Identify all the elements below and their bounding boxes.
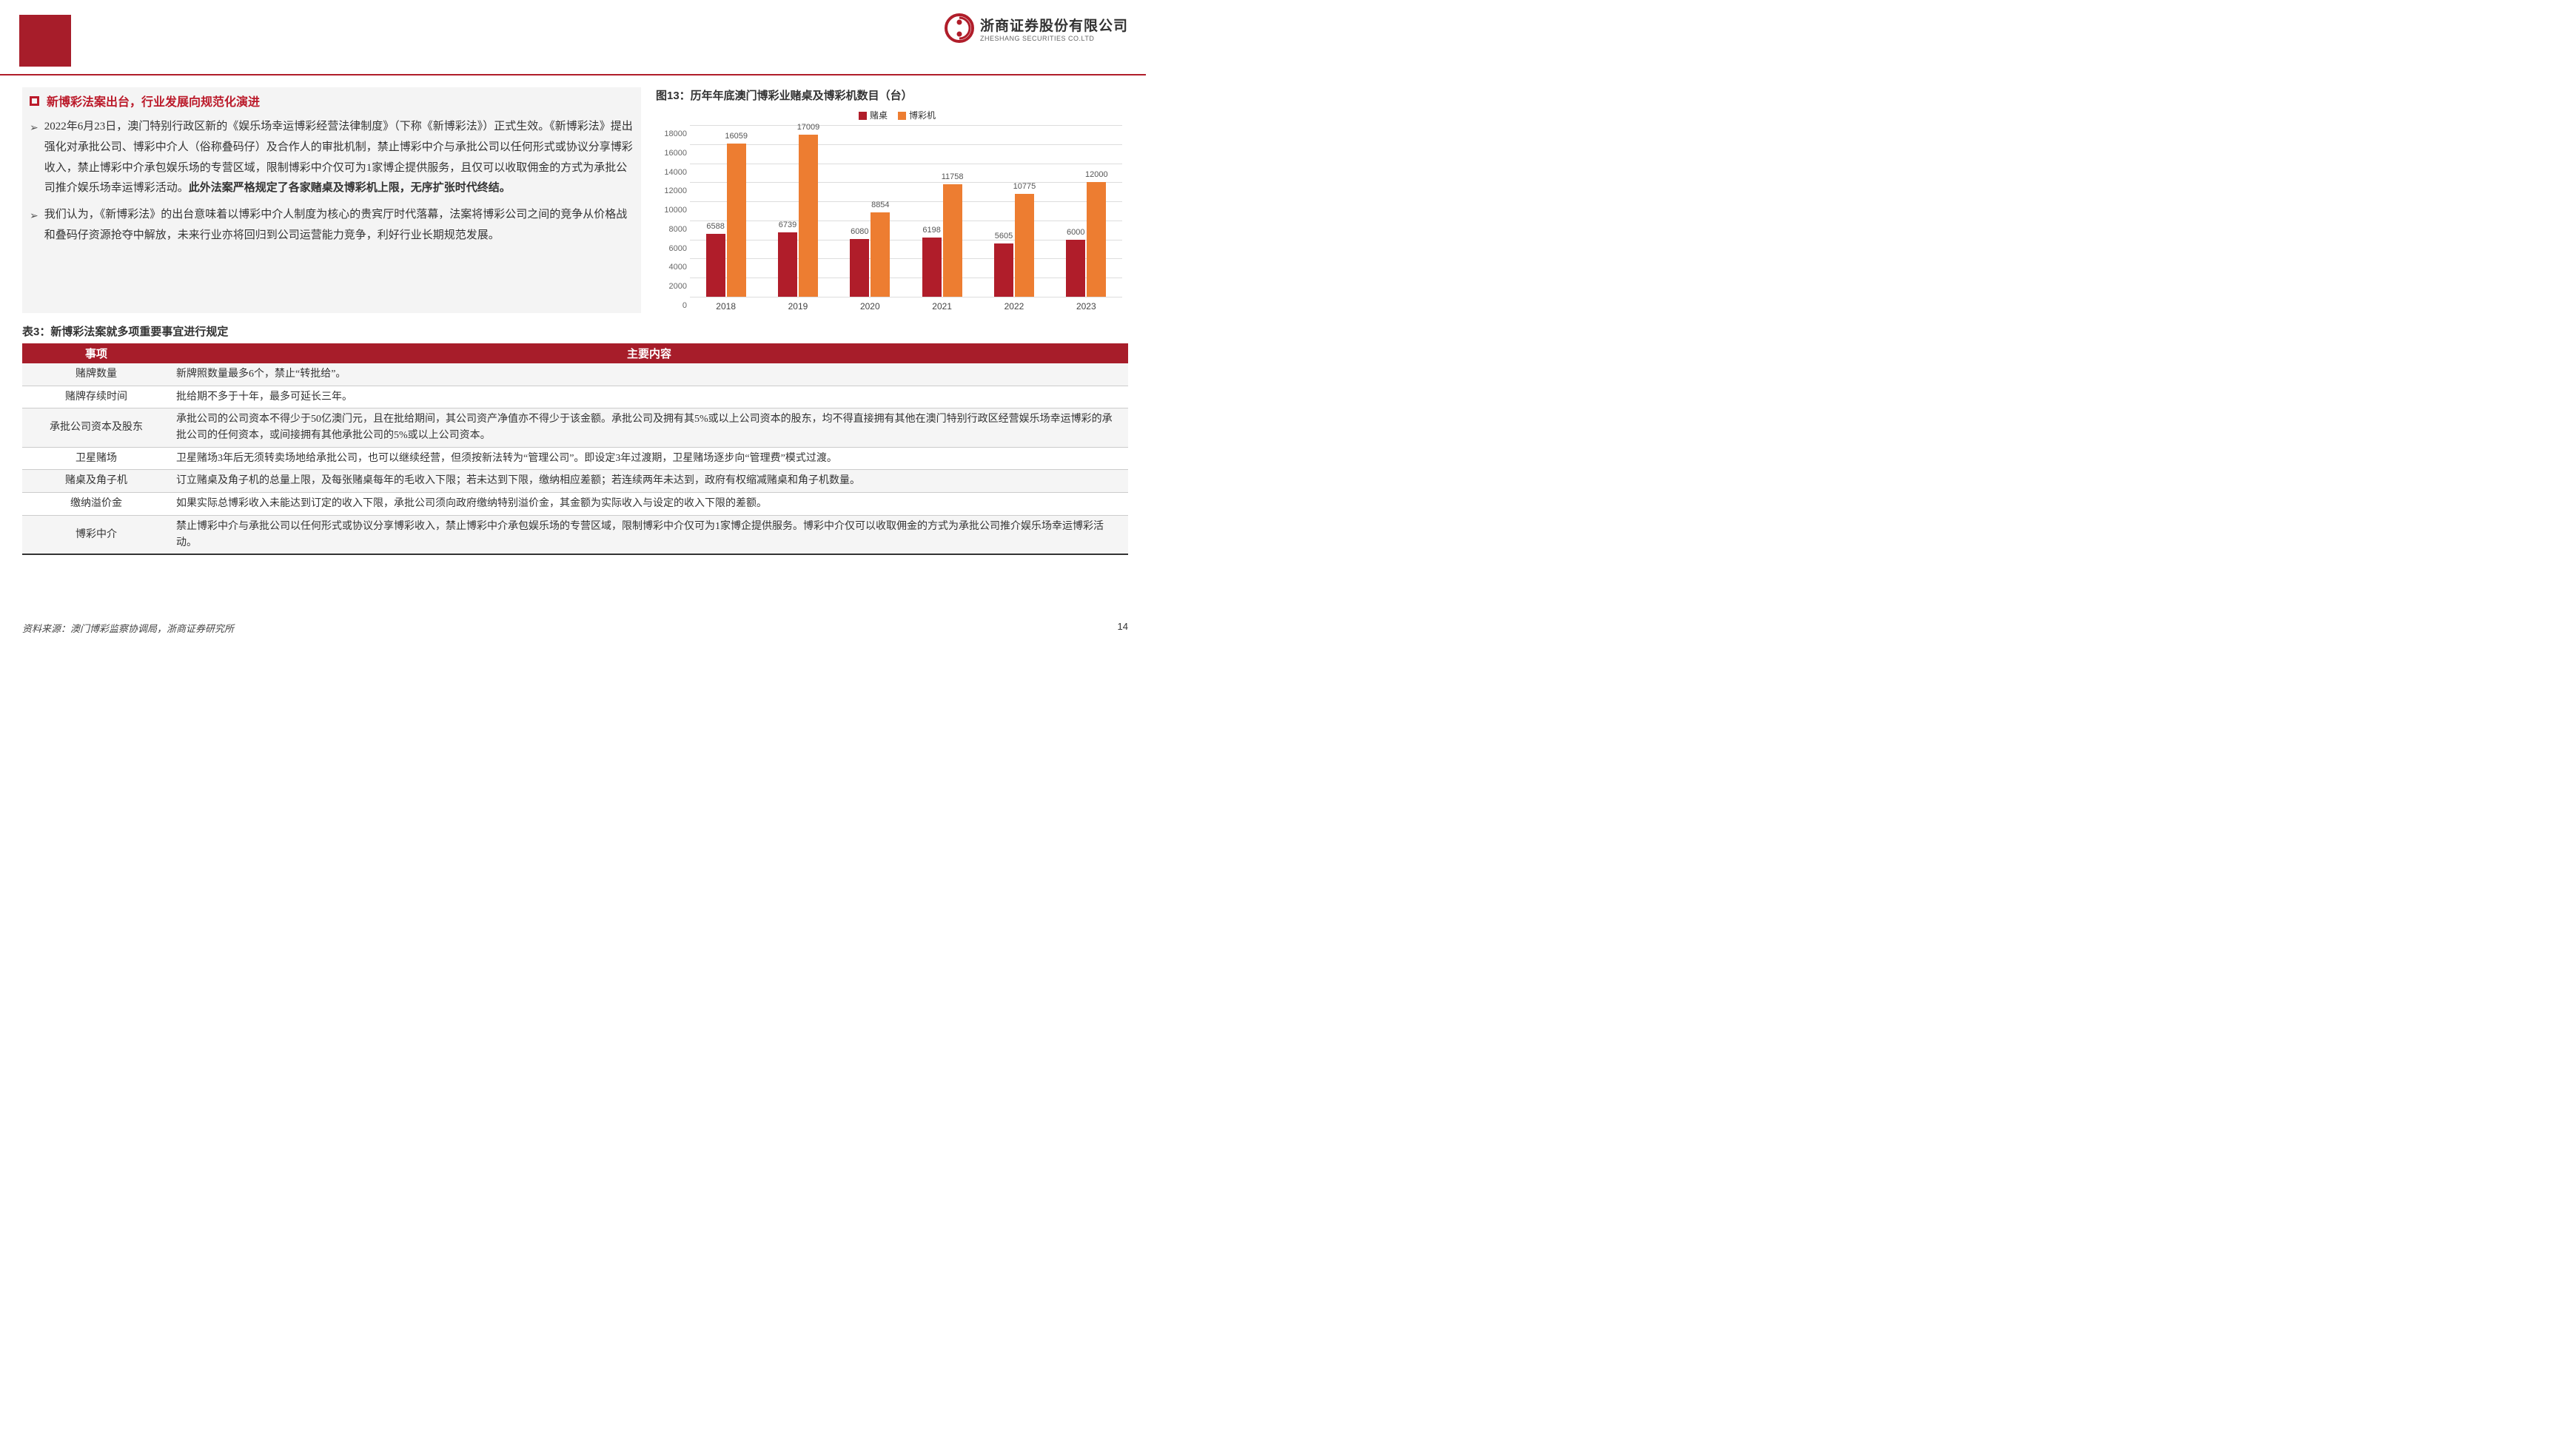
cell-content: 批给期不多于十年，最多可延长三年。 bbox=[170, 386, 1128, 408]
bar-tables: 5605 bbox=[994, 243, 1013, 297]
table-row: 赌桌及角子机订立赌桌及角子机的总量上限，及每张赌桌每年的毛收入下限；若未达到下限… bbox=[22, 470, 1128, 493]
x-label: 2022 bbox=[1004, 301, 1024, 312]
x-label: 2023 bbox=[1076, 301, 1096, 312]
table-row: 卫星赌场卫星赌场3年后无须转卖场地给承批公司，也可以继续经营，但须按新法转为“管… bbox=[22, 447, 1128, 470]
para2-text: 我们认为，《新博彩法》的出台意味着以博彩中介人制度为核心的贵宾厅时代落幕，法案将… bbox=[44, 205, 634, 246]
cell-item: 赌牌数量 bbox=[22, 363, 170, 386]
header-separator bbox=[0, 74, 1146, 75]
bar-group: 6080 8854 2020 bbox=[850, 125, 890, 297]
arrow-icon: ➢ bbox=[30, 205, 38, 246]
bar-tables: 6739 bbox=[778, 232, 797, 297]
bar-tables: 6198 bbox=[922, 238, 942, 297]
heading-text: 新博彩法案出台，行业发展向规范化演进 bbox=[47, 92, 260, 110]
bar-tables: 6588 bbox=[706, 234, 725, 297]
text-panel: 新博彩法案出台，行业发展向规范化演进 ➢ 2022年6月23日，澳门特别行政区新… bbox=[22, 87, 641, 313]
bar-group: 6198 11758 2021 bbox=[922, 125, 962, 297]
table-row: 博彩中介禁止博彩中介与承批公司以任何形式或协议分享博彩收入，禁止博彩中介承包娱乐… bbox=[22, 515, 1128, 554]
regulation-table: 事项 主要内容 赌牌数量新牌照数量最多6个，禁止“转批给”。赌牌存续时间批给期不… bbox=[22, 343, 1128, 555]
arrow-icon: ➢ bbox=[30, 117, 38, 199]
bar-machines: 17009 bbox=[799, 135, 818, 297]
cell-item: 赌牌存续时间 bbox=[22, 386, 170, 408]
logo-cn: 浙商证券股份有限公司 bbox=[980, 15, 1128, 35]
logo-en: ZHESHANG SECURITIES CO.LTD bbox=[980, 35, 1128, 42]
cell-item: 缴纳溢价金 bbox=[22, 493, 170, 516]
bar-machines: 11758 bbox=[943, 184, 962, 297]
bar-chart: 赌桌博彩机02000400060008000100001200014000160… bbox=[656, 107, 1128, 313]
x-label: 2019 bbox=[788, 301, 808, 312]
cell-item: 赌桌及角子机 bbox=[22, 470, 170, 493]
cell-item: 博彩中介 bbox=[22, 515, 170, 554]
chart-title: 图13：历年年底澳门博彩业赌桌及博彩机数目（台） bbox=[656, 87, 1128, 103]
table-row: 缴纳溢价金如果实际总博彩收入未能达到订定的收入下限，承批公司须向政府缴纳特别溢价… bbox=[22, 493, 1128, 516]
footer: 资料来源：澳门博彩监察协调局，浙商证券研究所 14 bbox=[22, 621, 1128, 635]
corner-block bbox=[19, 15, 71, 67]
bar-group: 5605 10775 2022 bbox=[994, 125, 1034, 297]
section-heading: 新博彩法案出台，行业发展向规范化演进 bbox=[30, 92, 634, 110]
legend: 赌桌博彩机 bbox=[656, 109, 1128, 121]
x-label: 2018 bbox=[716, 301, 736, 312]
cell-content: 如果实际总博彩收入未能达到订定的收入下限，承批公司须向政府缴纳特别溢价金，其金额… bbox=[170, 493, 1128, 516]
bars: 6588 16059 2018 6739 17009 2019 6080 885… bbox=[690, 125, 1122, 297]
bar-tables: 6080 bbox=[850, 239, 869, 297]
cell-content: 订立赌桌及角子机的总量上限，及每张赌桌每年的毛收入下限；若未达到下限，缴纳相应差… bbox=[170, 470, 1128, 493]
logo: 浙商证券股份有限公司 ZHESHANG SECURITIES CO.LTD bbox=[945, 13, 1128, 43]
table-row: 赌牌数量新牌照数量最多6个，禁止“转批给”。 bbox=[22, 363, 1128, 386]
bar-tables: 6000 bbox=[1066, 240, 1085, 297]
cell-item: 卫星赌场 bbox=[22, 447, 170, 470]
bar-machines: 16059 bbox=[727, 144, 746, 297]
table-title: 表3：新博彩法案就多项重要事宜进行规定 bbox=[22, 323, 1128, 339]
content: 新博彩法案出台，行业发展向规范化演进 ➢ 2022年6月23日，澳门特别行政区新… bbox=[22, 87, 1128, 555]
bar-machines: 10775 bbox=[1015, 194, 1034, 297]
th-content: 主要内容 bbox=[170, 343, 1128, 363]
heading-bullet-icon bbox=[30, 96, 39, 106]
cell-content: 承批公司的公司资本不得少于50亿澳门元，且在批给期间，其公司资产净值亦不得少于该… bbox=[170, 408, 1128, 447]
bar-machines: 12000 bbox=[1087, 182, 1106, 297]
para1-bold: 此外法案严格规定了各家赌桌及博彩机上限，无序扩张时代终结。 bbox=[189, 182, 511, 194]
paragraph-2: ➢ 我们认为，《新博彩法》的出台意味着以博彩中介人制度为核心的贵宾厅时代落幕，法… bbox=[30, 205, 634, 246]
bar-group: 6000 12000 2023 bbox=[1066, 125, 1106, 297]
source: 资料来源：澳门博彩监察协调局，浙商证券研究所 bbox=[22, 621, 234, 635]
bar-group: 6739 17009 2019 bbox=[778, 125, 818, 297]
page-number: 14 bbox=[1118, 621, 1128, 635]
cell-content: 禁止博彩中介与承批公司以任何形式或协议分享博彩收入，禁止博彩中介承包娱乐场的专营… bbox=[170, 515, 1128, 554]
x-label: 2021 bbox=[932, 301, 952, 312]
x-label: 2020 bbox=[860, 301, 880, 312]
chart-panel: 图13：历年年底澳门博彩业赌桌及博彩机数目（台） 赌桌博彩机0200040006… bbox=[656, 87, 1128, 313]
cell-item: 承批公司资本及股东 bbox=[22, 408, 170, 447]
table-row: 承批公司资本及股东承批公司的公司资本不得少于50亿澳门元，且在批给期间，其公司资… bbox=[22, 408, 1128, 447]
bar-machines: 8854 bbox=[871, 212, 890, 297]
logo-icon bbox=[945, 13, 974, 43]
cell-content: 新牌照数量最多6个，禁止“转批给”。 bbox=[170, 363, 1128, 386]
th-item: 事项 bbox=[22, 343, 170, 363]
bar-group: 6588 16059 2018 bbox=[706, 125, 746, 297]
table-row: 赌牌存续时间批给期不多于十年，最多可延长三年。 bbox=[22, 386, 1128, 408]
cell-content: 卫星赌场3年后无须转卖场地给承批公司，也可以继续经营，但须按新法转为“管理公司”… bbox=[170, 447, 1128, 470]
paragraph-1: ➢ 2022年6月23日，澳门特别行政区新的《娱乐场幸运博彩经营法律制度》（下称… bbox=[30, 117, 634, 199]
